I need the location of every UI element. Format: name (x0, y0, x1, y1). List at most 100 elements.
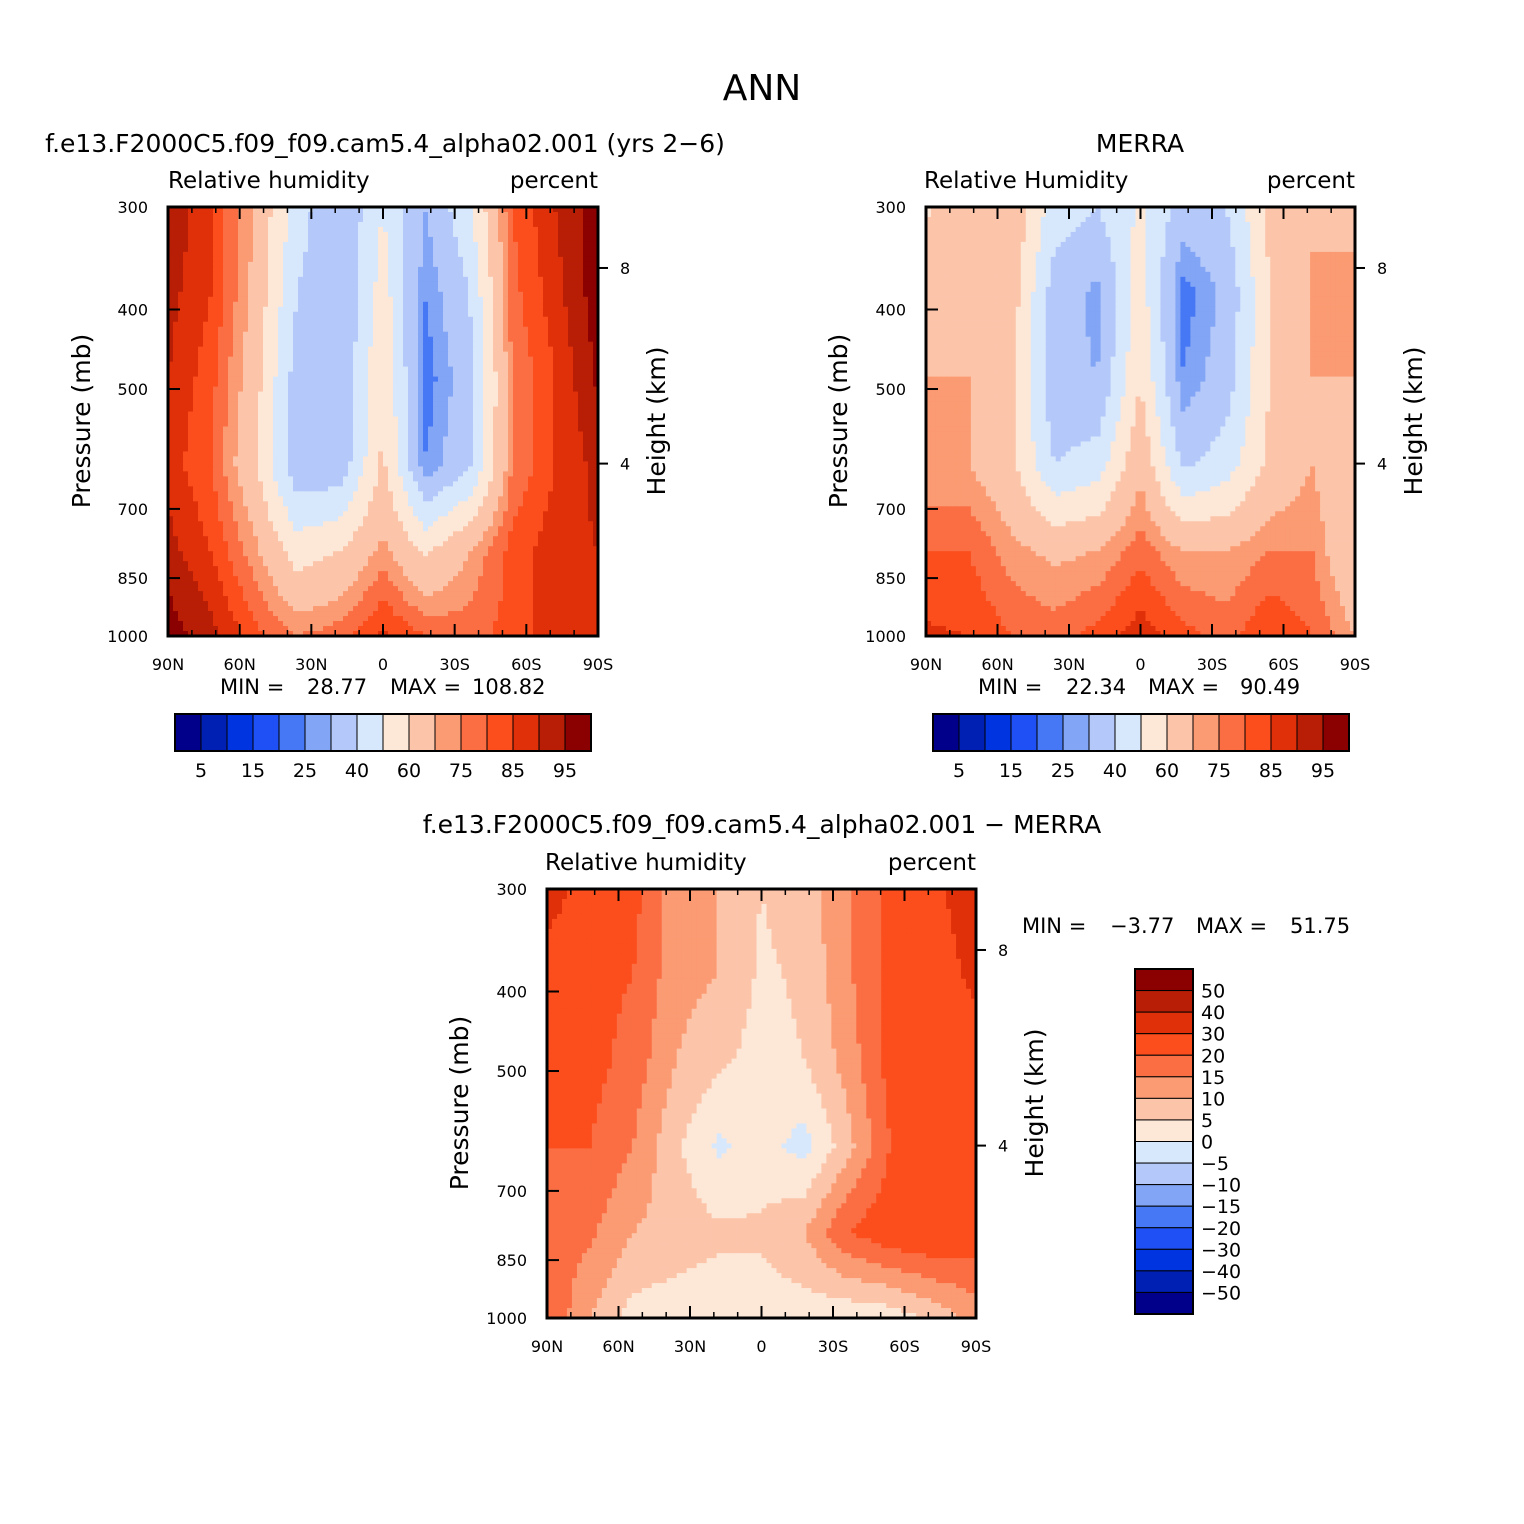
field-cell (433, 237, 439, 243)
field-cell (283, 471, 289, 477)
field-cell (508, 436, 514, 442)
field-cell (258, 486, 264, 492)
field-cell (358, 332, 364, 338)
field-cell (453, 272, 459, 278)
field-cell (258, 422, 264, 428)
field-cell (463, 446, 469, 452)
field-cell (328, 347, 334, 353)
field-cell (328, 466, 334, 472)
field-cell (198, 317, 204, 323)
field-cell (378, 302, 384, 308)
field-cell (188, 287, 194, 293)
field-cell (568, 426, 574, 432)
field-cell (298, 217, 304, 223)
field-cell (548, 407, 554, 413)
field-cell (313, 422, 319, 428)
field-cell (453, 342, 459, 348)
field-cell (338, 267, 344, 273)
field-cell (198, 212, 204, 218)
field-cell (418, 237, 424, 243)
field-cell (578, 232, 584, 238)
field-cell (358, 422, 364, 428)
field-cell (283, 362, 289, 368)
field-cell (373, 232, 379, 238)
field-cell (223, 292, 229, 298)
field-cell (428, 337, 434, 343)
field-cell (483, 227, 489, 233)
field-cell (253, 322, 259, 328)
field-cell (443, 342, 449, 348)
field-cell (263, 237, 269, 243)
field-cell (563, 486, 569, 492)
field-cell (318, 402, 324, 408)
field-cell (338, 297, 344, 303)
field-cell (573, 397, 579, 403)
field-cell (383, 397, 389, 403)
field-cell (498, 247, 504, 253)
field-cell (393, 461, 399, 467)
field-cell (453, 322, 459, 328)
field-cell (513, 372, 519, 378)
field-cell (433, 422, 439, 428)
field-cell (288, 407, 294, 413)
field-cell (363, 412, 369, 418)
field-cell (368, 297, 374, 303)
field-cell (483, 232, 489, 238)
field-cell (498, 282, 504, 288)
field-cell (473, 392, 479, 398)
field-cell (218, 456, 224, 462)
field-cell (298, 412, 304, 418)
field-cell (368, 302, 374, 308)
field-cell (518, 302, 524, 308)
field-cell (338, 262, 344, 268)
field-cell (328, 227, 334, 233)
field-cell (353, 277, 359, 283)
field-cell (343, 412, 349, 418)
field-cell (308, 407, 314, 413)
field-cell (333, 362, 339, 368)
field-cell (553, 456, 559, 462)
field-cell (218, 262, 224, 268)
field-cell (478, 262, 484, 268)
field-cell (453, 242, 459, 248)
field-cell (263, 357, 269, 363)
field-cell (223, 237, 229, 243)
field-cell (268, 222, 274, 228)
field-cell (423, 471, 429, 477)
field-cell (338, 431, 344, 437)
field-cell (388, 441, 394, 447)
field-cell (213, 367, 219, 373)
field-cell (383, 267, 389, 273)
field-cell (468, 287, 474, 293)
field-cell (483, 222, 489, 228)
field-cell (388, 466, 394, 472)
field-cell (383, 322, 389, 328)
field-cell (338, 377, 344, 383)
field-cell (238, 491, 244, 497)
field-cell (563, 422, 569, 428)
field-cell (318, 257, 324, 263)
field-cell (298, 372, 304, 378)
field-cell (563, 402, 569, 408)
field-cell (493, 486, 499, 492)
field-cell (278, 282, 284, 288)
field-cell (498, 431, 504, 437)
field-cell (483, 217, 489, 223)
field-cell (463, 461, 469, 467)
field-cell (338, 257, 344, 263)
field-cell (428, 412, 434, 418)
field-cell (573, 322, 579, 328)
field-cell (368, 441, 374, 447)
field-cell (183, 397, 189, 403)
field-cell (478, 362, 484, 368)
field-cell (228, 287, 234, 293)
field-cell (228, 441, 234, 447)
field-cell (563, 476, 569, 482)
field-cell (478, 407, 484, 413)
field-cell (538, 417, 544, 423)
field-cell (393, 277, 399, 283)
field-cell (208, 377, 214, 383)
field-cell (578, 431, 584, 437)
field-cell (498, 491, 504, 497)
field-cell (543, 277, 549, 283)
